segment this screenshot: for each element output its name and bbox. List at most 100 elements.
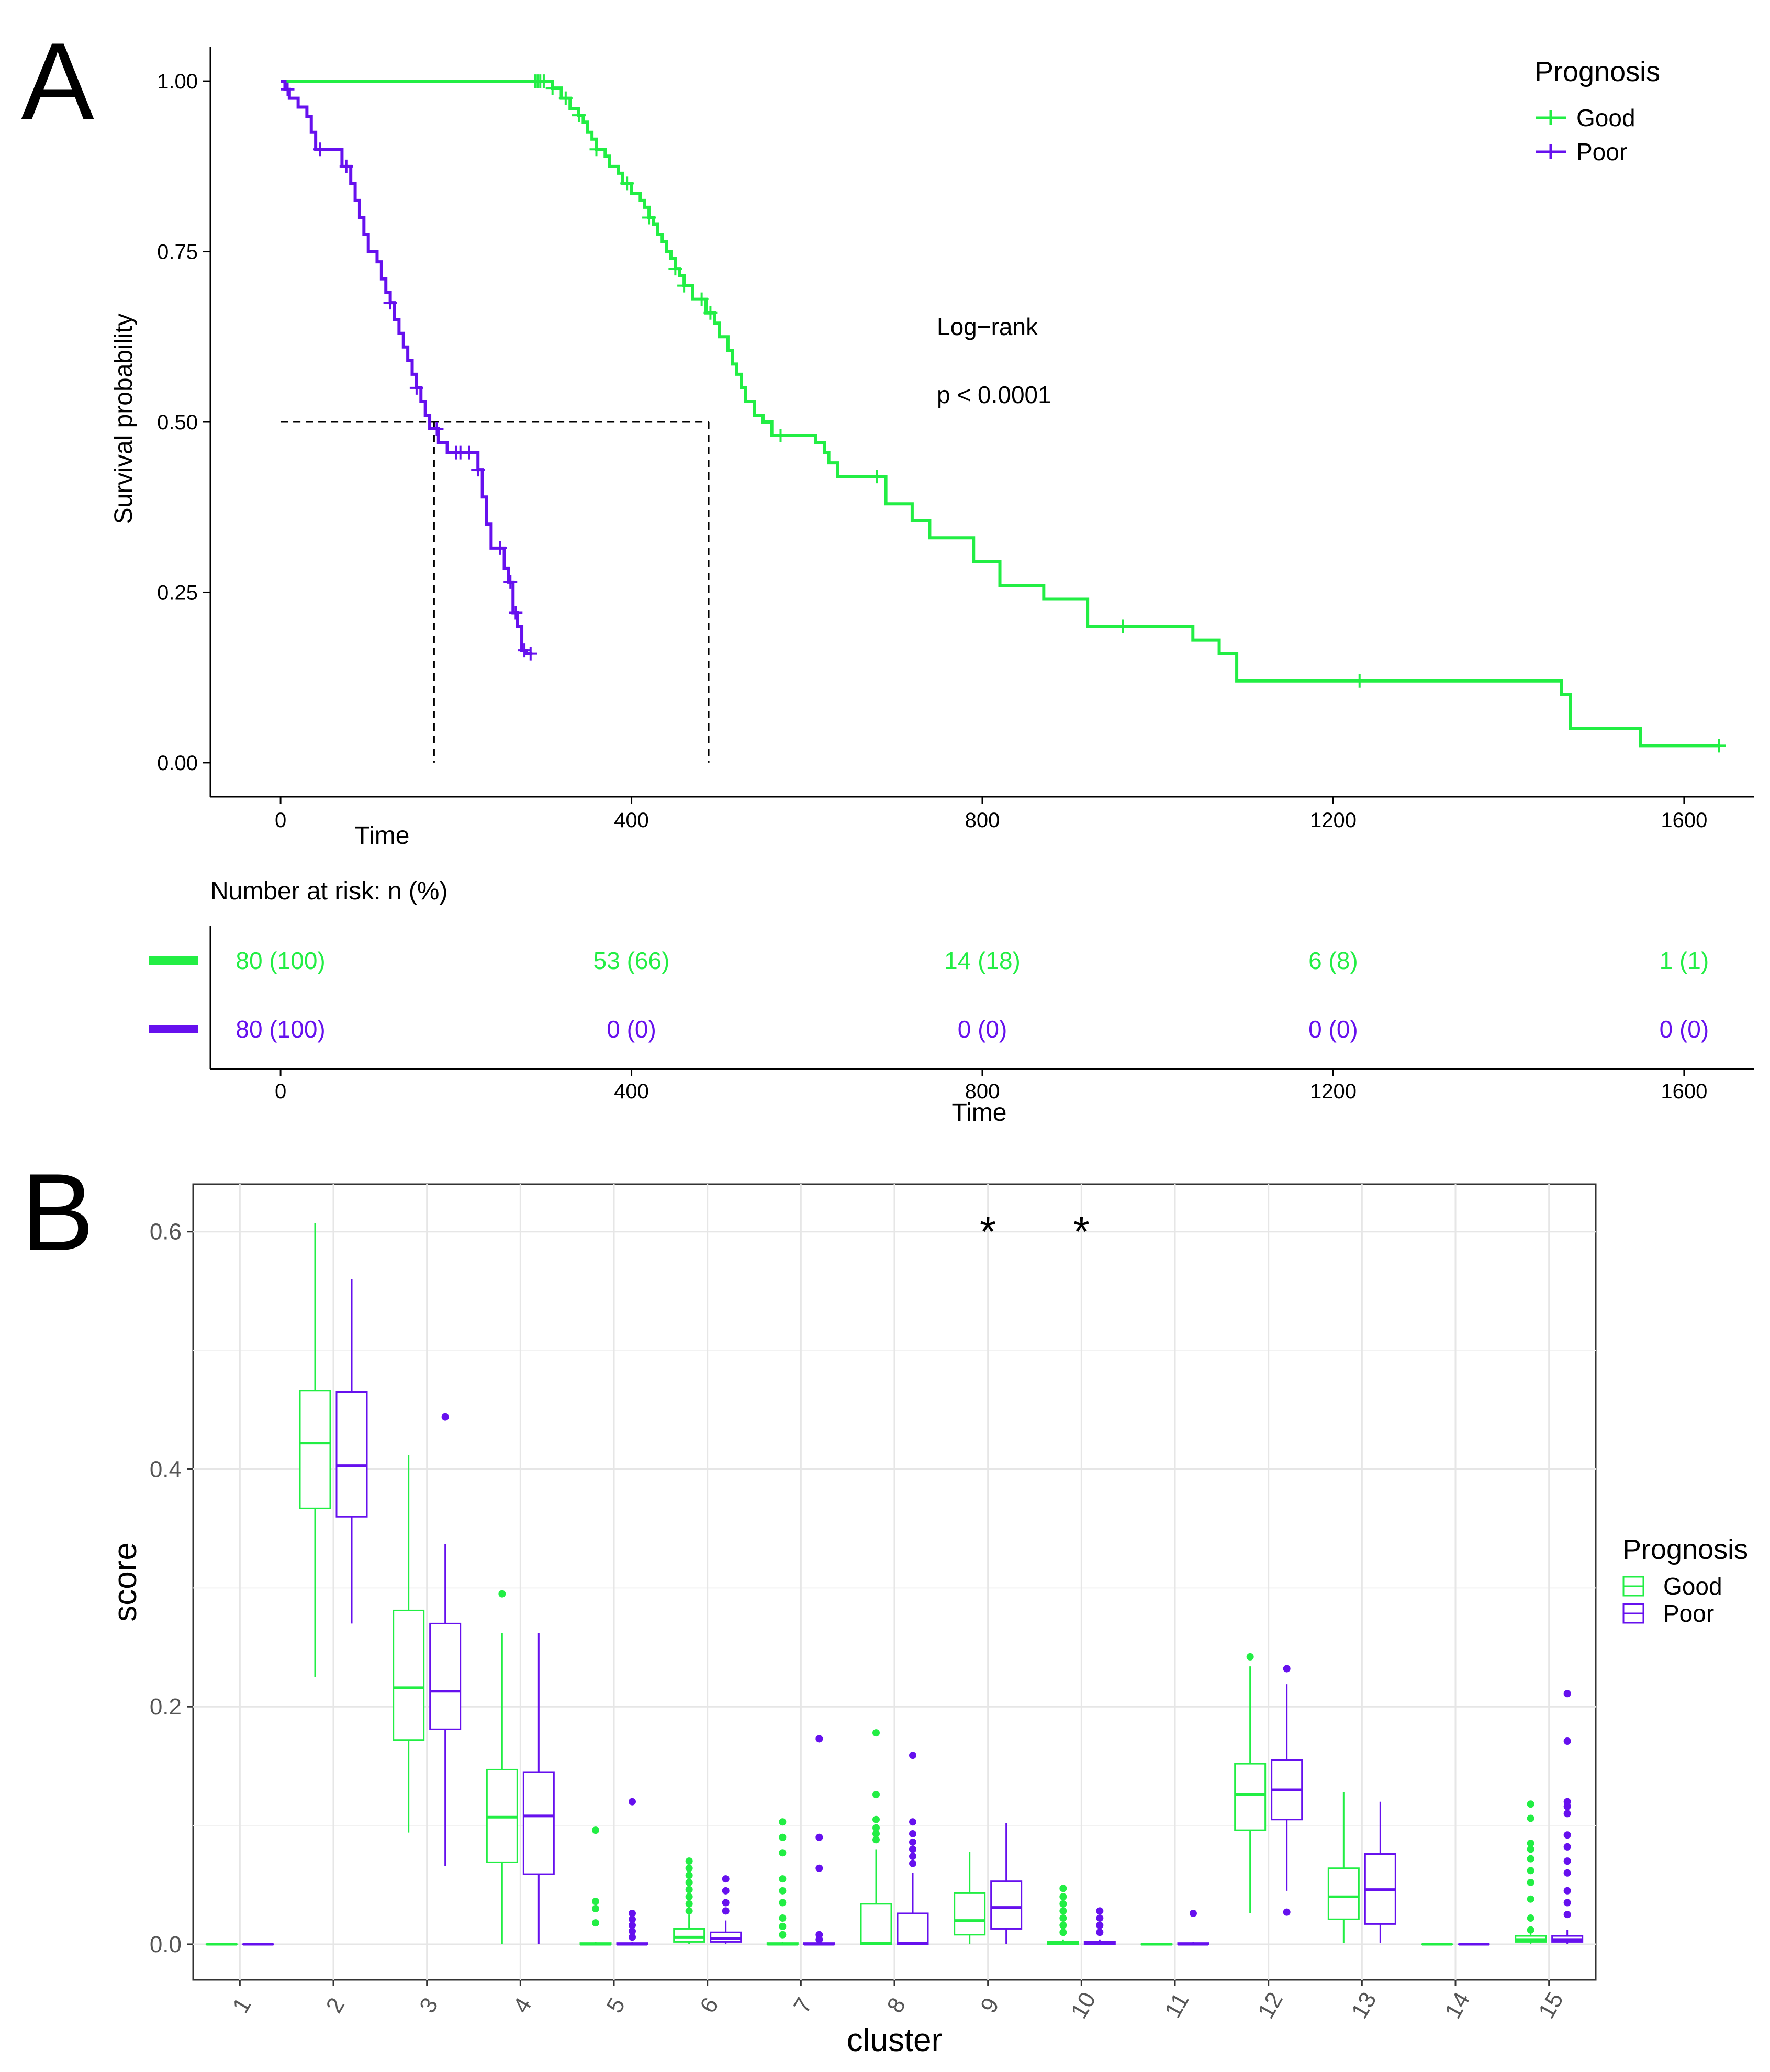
- box-legend-keys: [1622, 1576, 1644, 1624]
- box-y-tick-label: 0.6: [150, 1219, 182, 1245]
- panel-a-letter: A: [21, 20, 94, 143]
- km-ylabel: Survival probability: [110, 314, 138, 525]
- box-outlier-good: [685, 1893, 693, 1901]
- box-outlier-good: [685, 1864, 693, 1872]
- censor-mark-good: [620, 176, 634, 191]
- box-x-tick-label: 7: [789, 1993, 817, 2018]
- box-outlier-poor: [722, 1899, 730, 1907]
- box-x-tick-label: 8: [882, 1993, 911, 2018]
- km-legend-good: Good: [1576, 104, 1635, 131]
- censor-mark-poor: [523, 647, 537, 661]
- box-outlier-poor: [1563, 1843, 1571, 1851]
- box-outlier-poor: [815, 1735, 823, 1743]
- box-outlier-poor: [1563, 1737, 1571, 1745]
- box-iqr-poor: [335, 1391, 368, 1518]
- box-outlier-good: [1059, 1885, 1067, 1892]
- logrank-label: Log−rank: [937, 313, 1038, 340]
- censor-mark-poor: [313, 142, 327, 157]
- box-iqr-good: [299, 1390, 331, 1509]
- box-outlier-good: [779, 1833, 787, 1841]
- km-legend-key-poor: [1536, 144, 1566, 159]
- box-outlier-poor: [909, 1845, 916, 1853]
- risk-x-tick-label: 400: [614, 1080, 649, 1103]
- censor-mark-poor: [509, 606, 523, 620]
- significance-star: *: [980, 1208, 996, 1255]
- risk-cell-good: 6 (8): [1308, 947, 1358, 974]
- censor-mark-poor: [383, 296, 397, 310]
- box-outlier-good: [1527, 1926, 1534, 1934]
- box-outlier-good: [1059, 1900, 1067, 1908]
- risk-xlabel: Time: [952, 1099, 1007, 1127]
- box-outlier-poor: [441, 1413, 449, 1421]
- box-outlier-poor: [1563, 1869, 1571, 1877]
- censor-mark-good: [1116, 619, 1130, 633]
- survival-curve-poor: [281, 80, 533, 655]
- censor-mark-good: [1352, 674, 1366, 688]
- box-outlier-good: [1059, 1929, 1067, 1936]
- risk-cell-good: 14 (18): [944, 947, 1021, 974]
- box-outlier-good: [1527, 1855, 1534, 1863]
- km-y-tick-label: 0.50: [157, 411, 198, 434]
- box-outlier-good: [685, 1900, 693, 1908]
- box-outlier-poor: [629, 1909, 636, 1917]
- box-x-tick-label: 12: [1253, 1988, 1288, 2023]
- box-x-tick-label: 15: [1533, 1988, 1569, 2023]
- pvalue-label: p < 0.0001: [937, 381, 1051, 408]
- box-outlier-good: [1527, 1800, 1534, 1808]
- box-outlier-good: [872, 1791, 880, 1799]
- box-outlier-poor: [1563, 1887, 1571, 1895]
- box-outlier-good: [1059, 1914, 1067, 1922]
- box-outlier-poor: [629, 1915, 636, 1923]
- km-y-tick-label: 0.00: [157, 752, 198, 775]
- box-ylabel: score: [107, 1542, 143, 1622]
- box-outlier-good: [592, 1919, 599, 1927]
- censor-mark-poor: [518, 643, 532, 658]
- box-outlier-poor: [815, 1833, 823, 1841]
- risk-x-tick-label: 1600: [1661, 1080, 1707, 1103]
- risk-cell-good: 53 (66): [593, 947, 670, 974]
- box-x-tick-label: 1: [228, 1993, 256, 2018]
- box-x-tick-label: 13: [1347, 1988, 1382, 2023]
- box-outlier-poor: [1563, 1810, 1571, 1818]
- km-x-tick-label: 800: [965, 809, 1000, 832]
- box-outlier-good: [1527, 1878, 1534, 1886]
- risk-cell-good: 1 (1): [1660, 947, 1709, 974]
- box-outlier-poor: [722, 1907, 730, 1915]
- censor-mark-poor: [493, 541, 507, 555]
- box-outlier-good: [685, 1907, 693, 1915]
- box-iqr-good: [673, 1928, 705, 1943]
- censor-mark-good: [572, 108, 586, 122]
- box-outlier-good: [872, 1729, 880, 1737]
- significance-star: *: [1073, 1208, 1090, 1255]
- censor-mark-poor: [430, 422, 444, 436]
- box-outlier-poor: [1563, 1911, 1571, 1919]
- km-y-tick-label: 0.75: [157, 241, 198, 264]
- box-legend-title: Prognosis: [1622, 1534, 1748, 1565]
- risk-x-tick-label: 0: [275, 1080, 286, 1103]
- risk-cell-poor: 0 (0): [1308, 1016, 1358, 1043]
- box-outlier-poor: [629, 1798, 636, 1806]
- censor-mark-good: [774, 429, 788, 443]
- box-legend-good: Good: [1663, 1573, 1722, 1600]
- box-outlier-good: [779, 1922, 787, 1930]
- box-outlier-good: [592, 1826, 599, 1834]
- censor-mark-poor: [462, 445, 476, 460]
- box-x-tick-label: 5: [601, 1993, 630, 2018]
- box-plot: 0.00.20.40.61 2 3 4 5 6 7 8 9 10 11 12 13 14 15 * * clu…: [107, 1183, 1748, 2058]
- box-outlier-poor: [1190, 1909, 1197, 1917]
- censor-mark-poor: [281, 82, 295, 96]
- risk-cells: 80 (100) 53 (66) 14 (18) 6 (8) 1 (1) 80 (100)…: [149, 947, 1709, 1043]
- box-iqr-good: [1327, 1867, 1360, 1920]
- censor-mark-good: [558, 91, 573, 105]
- box-x-tick-label: 2: [321, 1993, 350, 2018]
- box-outlier-poor: [815, 1864, 823, 1872]
- box-iqr-poor: [897, 1912, 929, 1945]
- km-legend-key-good: [1536, 110, 1566, 125]
- censor-mark-poor: [339, 159, 353, 173]
- censor-mark-poor: [471, 463, 485, 477]
- censor-mark-poor: [409, 381, 423, 395]
- risk-axes: 0 400 800 1200 1600: [209, 926, 1754, 1103]
- box-iqr-good: [954, 1892, 986, 1936]
- km-y-tick-label: 1.00: [157, 70, 198, 93]
